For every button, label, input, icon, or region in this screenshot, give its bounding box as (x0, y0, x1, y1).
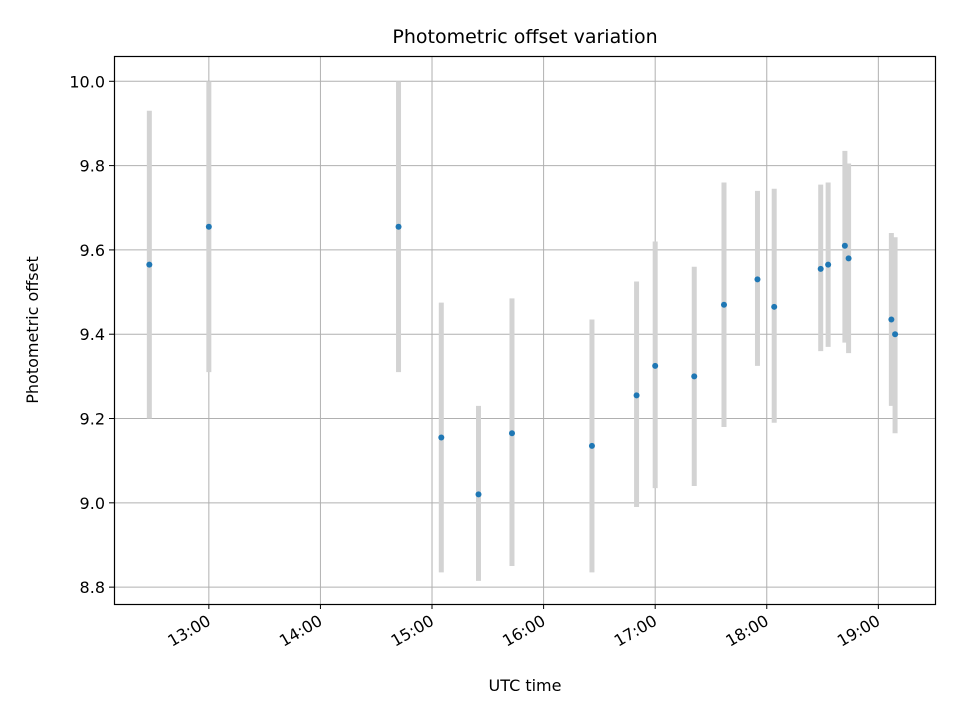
y-tick-label: 10.0 (69, 72, 105, 91)
x-axis-label: UTC time (489, 676, 562, 695)
data-point (146, 261, 153, 268)
data-point (588, 442, 595, 449)
data-point (817, 265, 824, 272)
data-point (395, 223, 402, 230)
data-point (888, 316, 895, 323)
y-tick-label: 9.8 (80, 157, 105, 176)
data-point (892, 331, 899, 338)
data-point (438, 434, 445, 441)
data-point (825, 261, 832, 268)
data-point (205, 223, 212, 230)
data-point (633, 392, 640, 399)
data-point (754, 276, 761, 283)
y-tick-label: 9.2 (80, 410, 105, 429)
data-point (652, 362, 659, 369)
y-axis-label: Photometric offset (23, 256, 42, 404)
data-point (508, 430, 515, 437)
data-point (845, 255, 852, 262)
chart-title: Photometric offset variation (392, 26, 657, 48)
data-point (720, 301, 727, 308)
data-point (475, 491, 482, 498)
y-tick-label: 9.0 (80, 494, 105, 513)
data-point (841, 242, 848, 249)
data-point (691, 373, 698, 380)
y-tick-label: 9.6 (80, 241, 105, 260)
y-tick-label: 9.4 (80, 325, 105, 344)
plot-frame (113, 55, 937, 606)
y-axis-ticks: 8.8 9.0 9.2 9.4 9.6 9.8 10.0 (69, 72, 114, 597)
data-point (771, 303, 778, 310)
data-points (146, 223, 899, 498)
y-tick-label: 8.8 (80, 578, 105, 597)
